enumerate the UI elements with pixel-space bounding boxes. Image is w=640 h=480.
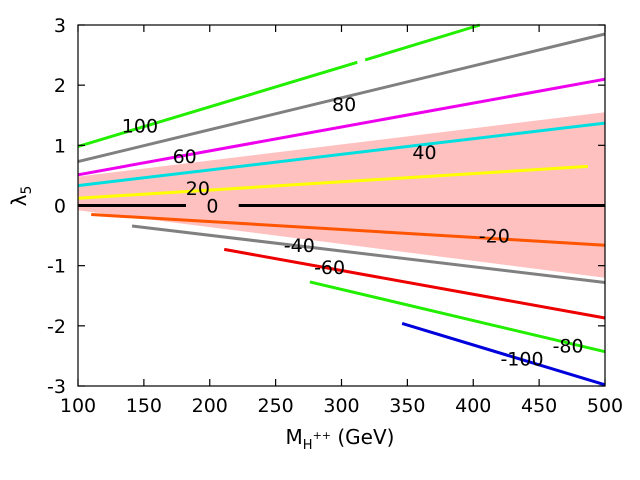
x-axis-label-sup: ++: [313, 429, 331, 442]
contour-label-0: 0: [206, 196, 218, 218]
x-tick-label-500: 500: [587, 395, 623, 417]
y-axis-label-base: λ: [7, 194, 31, 206]
contour-line-20: [77, 164, 588, 200]
y-axis-label: λ5: [7, 186, 35, 207]
contour-line-60: [77, 77, 606, 177]
contour-labels-layer: 100 80 60 40 200 -20 -40-60 -80 -100: [122, 94, 584, 370]
contour-line-minus-60: [223, 247, 606, 320]
contour-line-80: [77, 32, 606, 164]
contour-line-40: [77, 121, 606, 188]
x-tick-label-200: 200: [192, 395, 228, 417]
contour-line-minus-100: [401, 321, 606, 387]
y-tick-label-1: 1: [54, 135, 66, 157]
y-tick-label--2: -2: [47, 316, 66, 338]
x-tick-label-350: 350: [389, 395, 425, 417]
contour-lines-layer: [77, 23, 606, 387]
y-tick-label--1: -1: [47, 256, 66, 278]
contour-label-60: 60: [173, 146, 197, 168]
x-tick-label-300: 300: [323, 395, 359, 417]
x-tick-label-150: 150: [126, 395, 162, 417]
y-tick-label--3: -3: [47, 376, 66, 398]
y-tick-label-2: 2: [54, 75, 66, 97]
contour-label-minus-80: -80: [553, 336, 584, 358]
contour-line-minus-20: [91, 213, 606, 247]
contour-label-20: 20: [186, 178, 210, 200]
contour-label-100: 100: [122, 116, 158, 138]
y-tick-label-3: 3: [54, 15, 66, 37]
x-tick-label-400: 400: [455, 395, 491, 417]
contour-label-bg-0: [204, 196, 220, 215]
contour-label-minus-40: -40: [284, 235, 315, 257]
contour-label-40: 40: [412, 142, 436, 164]
x-tick-label-100: 100: [60, 395, 96, 417]
y-tick-label-0: 0: [54, 196, 66, 218]
y-axis-label-sub: 5: [19, 186, 35, 195]
x-axis-label-unit: (GeV): [331, 425, 394, 449]
contour-line-100-seg1: [77, 60, 358, 148]
x-tick-label-250: 250: [257, 395, 293, 417]
x-axis-label: MH++ (GeV): [286, 425, 395, 453]
contour-line-minus-80: [309, 280, 606, 354]
x-axis-label-base: M: [286, 425, 303, 449]
contour-label-minus-60: -60: [314, 257, 345, 279]
contour-line-minus-40: [131, 224, 606, 284]
contour-line-100-seg2: [364, 23, 481, 62]
x-tick-label-450: 450: [521, 395, 557, 417]
contour-label-80: 80: [332, 94, 356, 116]
contour-label-minus-20: -20: [479, 226, 510, 248]
contour-label-minus-100: -100: [500, 348, 543, 370]
x-axis-label-sub: H: [303, 438, 313, 453]
